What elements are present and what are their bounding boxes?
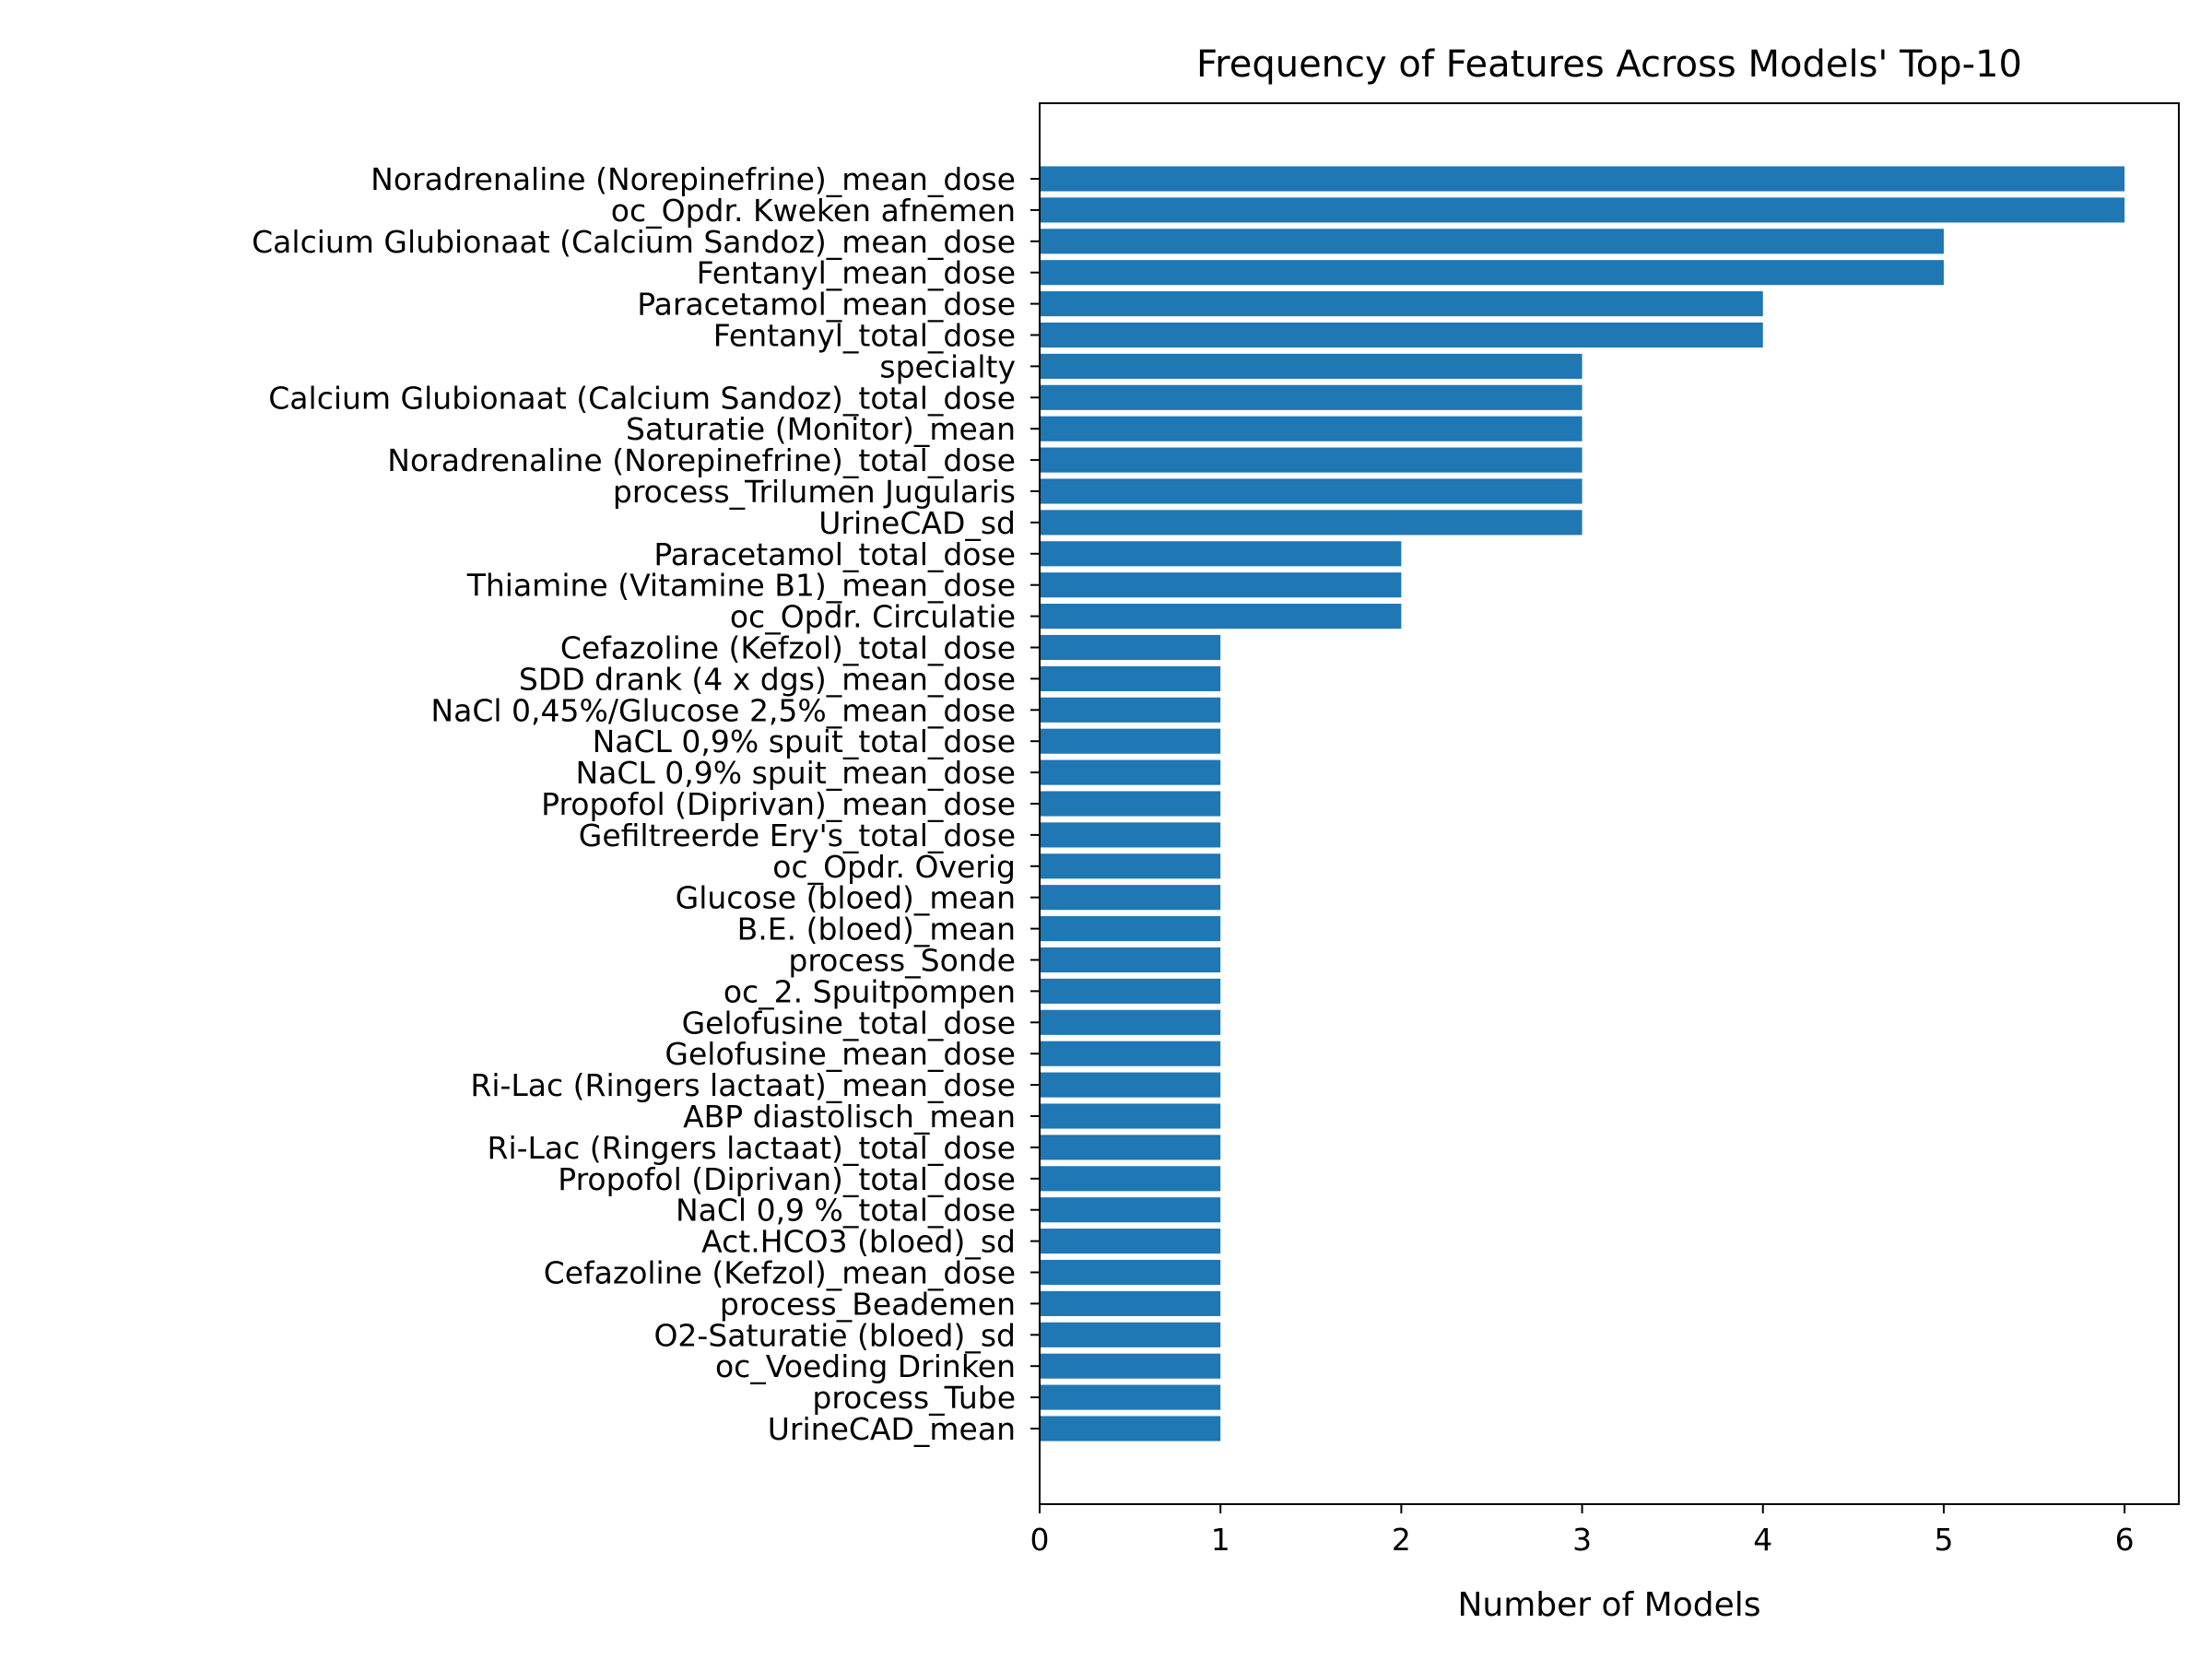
bar xyxy=(1040,634,1221,661)
plot-frame xyxy=(1039,102,2180,1505)
y-tick-label: Noradrenaline (Norepinefrine)_mean_dose xyxy=(371,161,1016,197)
x-tick-label: 0 xyxy=(1030,1522,1050,1558)
y-tick-label: Paracetamol_mean_dose xyxy=(637,287,1016,323)
y-tick-label: NaCL 0,9% spuit_total_dose xyxy=(593,724,1016,759)
y-tick-label: Gefiltreerde Ery's_total_dose xyxy=(579,818,1016,853)
bar xyxy=(1040,1135,1221,1160)
bar xyxy=(1040,728,1221,754)
y-tick-label: Ri-Lac (Ringers lactaat)_mean_dose xyxy=(470,1067,1016,1103)
bar xyxy=(1040,1384,1221,1410)
bar xyxy=(1040,1229,1221,1254)
x-axis-label: Number of Models xyxy=(1457,1586,1760,1624)
y-tick-label: NaCL 0,9% spuit_mean_dose xyxy=(575,755,1016,791)
y-tick-label: oc_Voeding Drinken xyxy=(715,1348,1016,1384)
bar xyxy=(1040,759,1221,785)
bar xyxy=(1040,1166,1221,1192)
bar xyxy=(1040,1041,1221,1066)
y-tick-label: Act.HCO3 (bloed)_sd xyxy=(701,1224,1016,1260)
chart-title: Frequency of Features Across Models' Top… xyxy=(1196,43,2022,86)
bar xyxy=(1040,791,1221,817)
y-tick-label: Fentanyl_total_dose xyxy=(713,318,1016,354)
bar xyxy=(1040,1416,1221,1441)
bar xyxy=(1040,697,1221,723)
y-tick-label: Saturatie (Monitor)_mean xyxy=(626,411,1016,447)
bar xyxy=(1040,665,1221,691)
bar xyxy=(1040,978,1221,1004)
y-tick-label: oc_Opdr. Overig xyxy=(772,849,1016,885)
y-tick-label: specialty xyxy=(879,348,1016,384)
y-tick-label: Thiamine (Vitamine B1)_mean_dose xyxy=(466,568,1016,604)
x-tick-label: 2 xyxy=(1392,1522,1411,1558)
y-tick-label: NaCl 0,45%/Glucose 2,5%_mean_dose xyxy=(430,692,1016,728)
bar xyxy=(1040,291,1763,317)
y-tick-label: process_Tube xyxy=(812,1380,1016,1416)
bar xyxy=(1040,1103,1221,1129)
y-tick-label: UrineCAD_sd xyxy=(818,505,1016,541)
bar xyxy=(1040,1353,1221,1379)
bar xyxy=(1040,853,1221,879)
y-tick-label: process_Beademen xyxy=(720,1286,1016,1322)
y-tick-label: Glucose (bloed)_mean xyxy=(676,880,1016,916)
bar xyxy=(1040,384,1583,410)
bar xyxy=(1040,885,1221,911)
bars-group xyxy=(1040,166,2125,1441)
y-tick-label: Ri-Lac (Ringers lactaat)_total_dose xyxy=(488,1130,1016,1166)
x-tick-label: 6 xyxy=(2115,1522,2135,1558)
bar xyxy=(1040,229,1944,254)
y-tick-label: ABP diastolisch_mean xyxy=(683,1099,1016,1135)
bar xyxy=(1040,510,1583,535)
bar xyxy=(1040,1072,1221,1098)
bar xyxy=(1040,447,1583,473)
bar xyxy=(1040,572,1402,598)
y-tick-label: process_Sonde xyxy=(788,943,1016,979)
y-tick-label: Propofol (Diprivan)_mean_dose xyxy=(541,786,1016,822)
y-tick-label: oc_Opdr. Kweken afnemen xyxy=(611,193,1016,229)
y-tick-label: Propofol (Diprivan)_total_dose xyxy=(558,1161,1016,1197)
bar xyxy=(1040,916,1221,942)
bar xyxy=(1040,197,2125,223)
x-tick-label: 1 xyxy=(1211,1522,1230,1558)
y-tick-label: SDD drank (4 x dgs)_mean_dose xyxy=(519,661,1016,697)
bar xyxy=(1040,1009,1221,1035)
bar xyxy=(1040,322,1763,348)
x-tick-label: 4 xyxy=(1753,1522,1772,1558)
bar xyxy=(1040,541,1402,567)
y-tick-label: oc_Opdr. Circulatie xyxy=(730,599,1016,635)
bar xyxy=(1040,604,1402,629)
y-tick-label: Fentanyl_mean_dose xyxy=(697,255,1016,291)
y-tick-label: Calcium Glubionaat (Calcium Sandoz)_tota… xyxy=(268,380,1016,416)
y-axis: Noradrenaline (Norepinefrine)_mean_doseo… xyxy=(252,161,1040,1447)
y-tick-label: O2-Saturatie (bloed)_sd xyxy=(653,1317,1016,1353)
y-tick-label: Paracetamol_total_dose xyxy=(653,536,1016,572)
y-tick-label: NaCl 0,9 %_total_dose xyxy=(676,1193,1016,1229)
bar xyxy=(1040,1259,1221,1286)
bar xyxy=(1040,1322,1221,1347)
y-tick-label: Cefazoline (Kefzol)_total_dose xyxy=(560,630,1016,666)
y-tick-label: UrineCAD_mean xyxy=(768,1411,1016,1447)
y-tick-label: B.E. (bloed)_mean xyxy=(737,912,1016,947)
y-tick-label: Cefazoline (Kefzol)_mean_dose xyxy=(544,1255,1016,1291)
bar xyxy=(1040,822,1221,848)
bar xyxy=(1040,478,1583,504)
bar xyxy=(1040,260,1944,286)
bar xyxy=(1040,947,1221,973)
bar xyxy=(1040,1197,1221,1223)
x-axis: 0 1 2 3 4 5 6 xyxy=(1030,1504,2135,1558)
bar xyxy=(1040,416,1583,441)
y-tick-label: Calcium Glubionaat (Calcium Sandoz)_mean… xyxy=(252,224,1016,260)
y-tick-label: process_Trilumen Jugularis xyxy=(613,474,1016,510)
y-tick-label: Gelofusine_mean_dose xyxy=(665,1036,1016,1072)
bar xyxy=(1040,166,2125,192)
x-tick-label: 3 xyxy=(1572,1522,1592,1558)
bar xyxy=(1040,353,1583,379)
y-tick-label: Noradrenaline (Norepinefrine)_total_dose xyxy=(387,442,1016,478)
y-tick-label: oc_2. Spuitpompen xyxy=(724,973,1016,1009)
x-tick-label: 5 xyxy=(1934,1522,1953,1558)
y-tick-label: Gelofusine_total_dose xyxy=(682,1005,1016,1041)
bar xyxy=(1040,1290,1221,1316)
